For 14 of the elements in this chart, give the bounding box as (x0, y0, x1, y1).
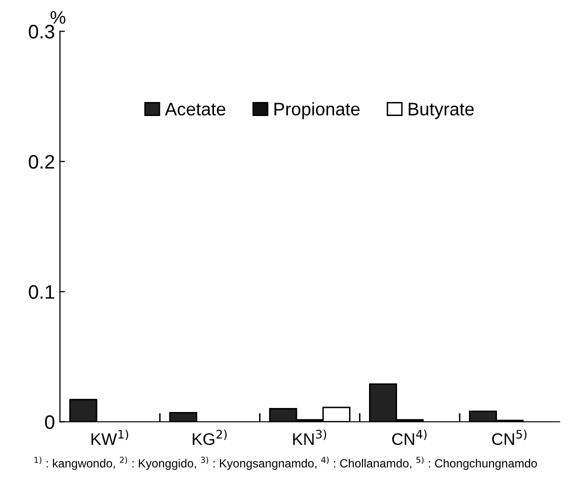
x-tick-label: KN$^{3)}$ (293, 430, 326, 445)
y-tick-label: 0.1 (28, 285, 54, 299)
y-tick-label: 0 (45, 415, 54, 429)
x-tick-label: CN$^{4)}$ (392, 430, 427, 445)
x-tick-label: KG$^{2)}$ (192, 430, 227, 445)
y-tick-label: 0.3 (28, 24, 54, 39)
x-tick-label: CN$^{5)}$ (492, 430, 526, 445)
y-tick-label: 0.2 (28, 154, 54, 169)
x-tick-label: KW$^{1)}$ (92, 430, 128, 445)
legend-label: Acetate (164, 102, 226, 116)
text: $^{1)}$ : kangwondo, $^{2)}$ : Kyonggido, $^{3)}$ : Kyongsangnamdo, $^{4)}$ : Chollanamdo, $^{5)}$ : Chongchungnamdo (34, 456, 537, 470)
y-axis-title: % (50, 11, 66, 24)
legend-label: Propionate (274, 102, 360, 120)
legend-label: Butyrate (408, 102, 474, 120)
